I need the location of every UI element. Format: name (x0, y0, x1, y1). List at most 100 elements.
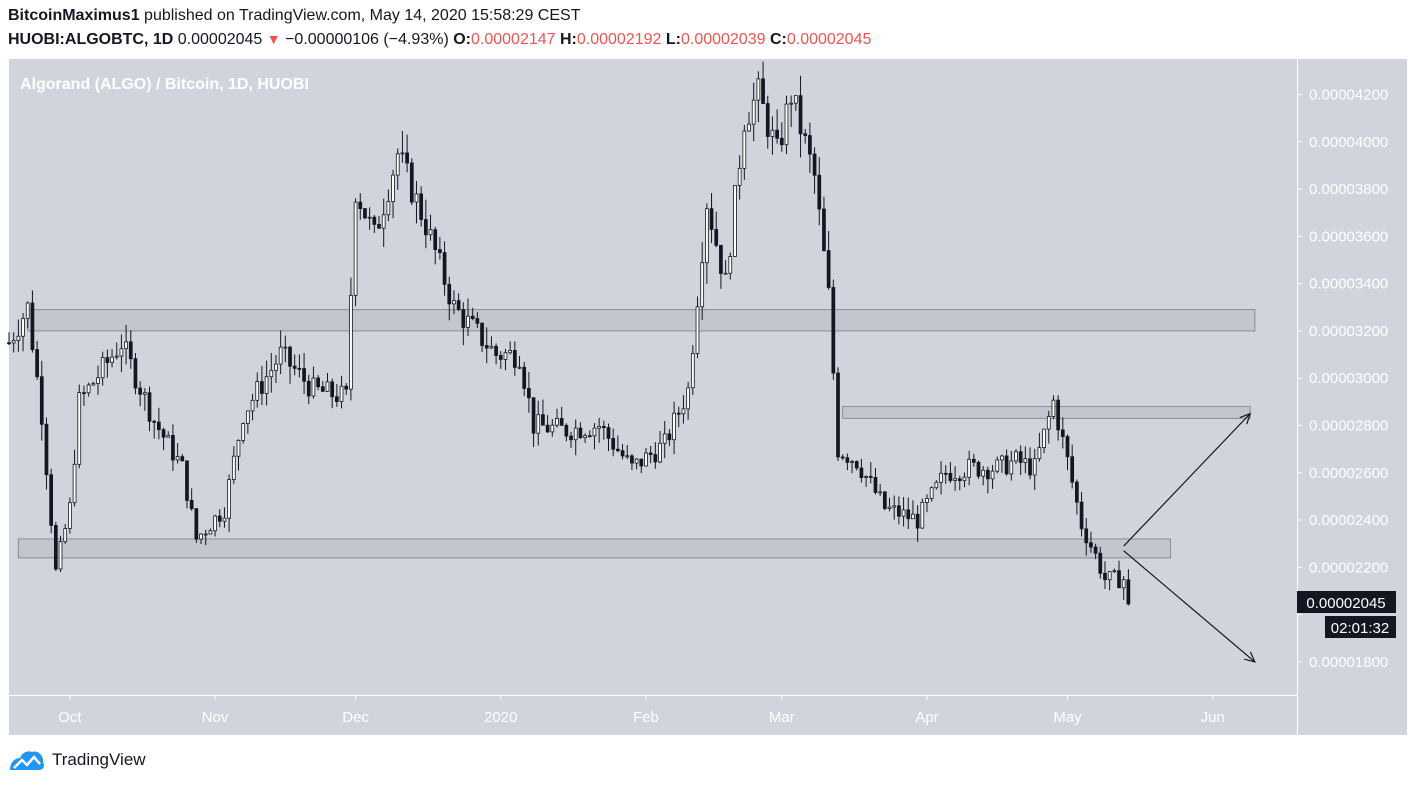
candle-body (1093, 546, 1098, 554)
candle (133, 352, 138, 395)
projection-arrow[interactable] (1123, 412, 1252, 547)
candle-body (189, 499, 194, 510)
candle-body (901, 509, 906, 517)
candle-body (142, 392, 147, 395)
candle-body (100, 357, 105, 379)
candle-body (559, 418, 564, 426)
candle (100, 351, 105, 386)
candle (611, 428, 616, 457)
candle (82, 385, 86, 406)
candle-body (850, 461, 854, 463)
candle (686, 381, 690, 420)
candle (784, 95, 789, 155)
plot-area[interactable] (9, 59, 1297, 695)
candle-body (447, 283, 452, 305)
candle (601, 420, 606, 440)
candle-body (854, 461, 859, 469)
arrow-head (1244, 651, 1256, 663)
candle (925, 494, 929, 513)
candle-body (1028, 458, 1032, 476)
candle (1009, 450, 1014, 481)
candle-body (461, 309, 466, 328)
candle (1107, 571, 1112, 591)
candle (1014, 449, 1018, 464)
price-tick-label: 0.00001800 (1309, 654, 1388, 671)
candle-body (7, 342, 11, 345)
candle-body (119, 348, 124, 357)
candle-body (508, 350, 513, 354)
low-value: 0.00002039 (680, 31, 766, 48)
candle (428, 214, 433, 241)
projection-arrow[interactable] (1123, 550, 1256, 663)
candle-body (934, 481, 939, 489)
candle-body (180, 456, 185, 462)
candle (1000, 454, 1004, 473)
author-name[interactable]: BitcoinMaximus1 (8, 7, 140, 24)
support-resistance-zone[interactable] (27, 309, 1256, 332)
price-tick-label: 0.00003600 (1309, 228, 1388, 245)
candle (953, 466, 957, 491)
candle-body (723, 272, 728, 275)
arrow-line (1123, 413, 1251, 547)
candle (1117, 560, 1121, 589)
candle-body (185, 460, 189, 501)
candle (653, 442, 658, 469)
candle (400, 131, 405, 163)
support-resistance-zone[interactable] (842, 406, 1251, 419)
candle-body (438, 249, 442, 254)
price-tick-label: 0.00002800 (1309, 417, 1388, 434)
candle (264, 360, 269, 406)
price-tick-label: 0.00003800 (1309, 181, 1388, 198)
candle-body (68, 502, 72, 529)
candle (672, 401, 676, 455)
candle (1070, 444, 1075, 489)
candle-body (475, 318, 480, 324)
candle (639, 458, 644, 474)
candle (227, 474, 231, 533)
tradingview-footer[interactable]: TradingView (8, 748, 146, 772)
candle (72, 449, 77, 507)
candle-body (297, 367, 302, 370)
candle-body (573, 427, 578, 441)
candle-body (976, 461, 981, 477)
candle (761, 61, 765, 104)
candle-body (194, 508, 199, 540)
candle (658, 431, 662, 464)
candle-body (751, 99, 756, 125)
candle (25, 301, 30, 329)
candle (536, 400, 541, 446)
time-axis-area[interactable] (9, 695, 1297, 735)
support-resistance-zone[interactable] (17, 538, 1172, 559)
candle-body (1000, 455, 1004, 461)
candle-body (489, 345, 494, 349)
candle-body (644, 452, 648, 467)
candle-body (1023, 458, 1028, 463)
symbol-info: HUOBI:ALGOBTC, 1D 0.00002045 ▼ −0.000001… (8, 31, 871, 49)
candle-body (423, 219, 428, 236)
time-tick-label: Nov (202, 709, 229, 726)
candle-body (925, 498, 929, 503)
candle (803, 128, 808, 144)
candle (325, 372, 330, 392)
candle-body (203, 533, 208, 536)
candle-body (316, 377, 320, 388)
candle (208, 528, 213, 535)
candle-body (836, 372, 840, 458)
candle-body (39, 376, 44, 425)
candle (742, 124, 747, 180)
candle-body (793, 95, 798, 104)
candle-body (44, 423, 49, 476)
candle (775, 109, 779, 144)
candle (583, 433, 587, 444)
candle (1004, 449, 1009, 476)
candle-body (124, 341, 128, 350)
candle (353, 198, 358, 307)
candle-body (1037, 447, 1042, 460)
candle-body (133, 358, 138, 389)
candle (409, 158, 414, 206)
candle (175, 442, 180, 464)
candle-body (1089, 542, 1093, 548)
candle (466, 298, 470, 337)
candle (592, 423, 597, 450)
